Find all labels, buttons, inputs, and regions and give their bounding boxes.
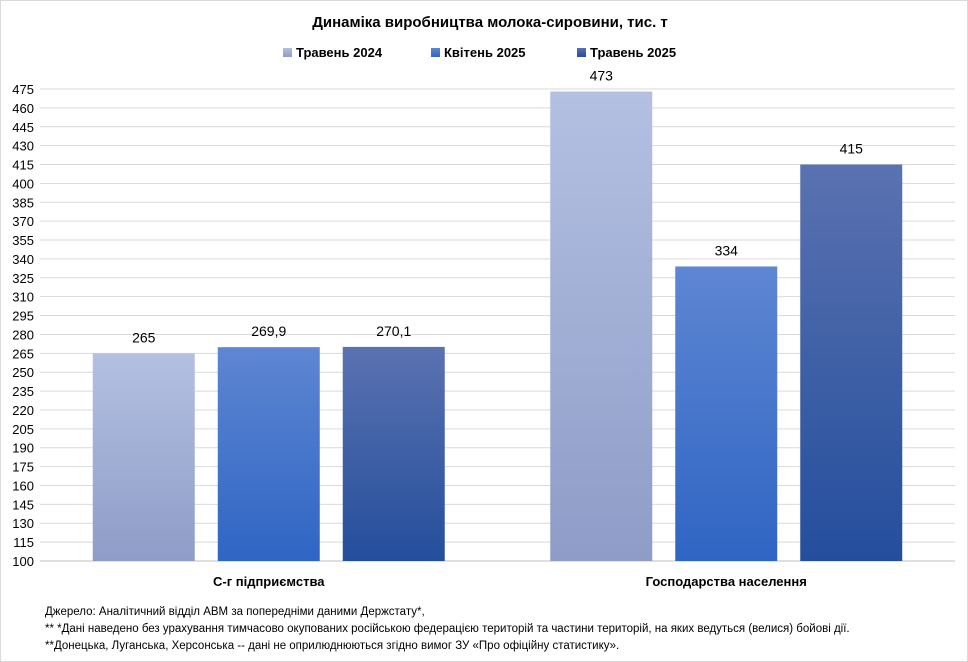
y-tick-label: 250	[12, 365, 34, 380]
y-tick-label: 145	[12, 497, 34, 512]
data-label: 473	[590, 68, 614, 84]
data-label: 415	[840, 141, 864, 157]
legend-label: Травень 2024	[296, 45, 383, 60]
data-label: 334	[715, 242, 739, 258]
y-tick-label: 190	[12, 441, 34, 456]
y-tick-label: 265	[12, 346, 34, 361]
y-tick-label: 460	[12, 101, 34, 116]
footnote-occupied: ** *Дані наведено без урахування тимчасо…	[45, 623, 850, 635]
y-tick-label: 130	[12, 516, 34, 531]
y-tick-label: 205	[12, 422, 34, 437]
legend-label: Травень 2025	[590, 45, 676, 60]
y-tick-label: 355	[12, 233, 34, 248]
legend-label: Квітень 2025	[444, 45, 526, 60]
bar	[675, 266, 778, 561]
y-tick-label: 175	[12, 460, 34, 475]
data-label: 265	[132, 329, 156, 345]
y-tick-label: 100	[12, 554, 34, 569]
bar	[342, 346, 445, 561]
category-label: Господарства населення	[646, 574, 807, 589]
y-tick-label: 400	[12, 176, 34, 191]
y-tick-label: 475	[12, 82, 34, 97]
y-tick-label: 295	[12, 309, 34, 324]
bar	[800, 164, 903, 561]
legend-swatch	[283, 48, 292, 57]
legend-swatch	[431, 48, 440, 57]
legend: Травень 2024 Квітень 2025 Травень 2025	[283, 45, 676, 60]
legend-swatch	[577, 48, 586, 57]
y-tick-label: 340	[12, 252, 34, 267]
y-tick-label: 385	[12, 195, 34, 210]
footnote-regions: **Донецька, Луганська, Херсонська -- дан…	[45, 640, 620, 652]
chart-title: Динаміка виробництва молока-сировини, ти…	[312, 14, 668, 31]
y-tick-label: 430	[12, 139, 34, 154]
data-label: 270,1	[376, 323, 411, 339]
footnote-source: Джерело: Аналітичний відділ АВМ за попер…	[45, 606, 425, 618]
footnotes: Джерело: Аналітичний відділ АВМ за попер…	[45, 604, 850, 655]
bar	[92, 353, 195, 561]
bar	[550, 91, 653, 561]
y-tick-label: 235	[12, 384, 34, 399]
data-label: 269,9	[251, 323, 286, 339]
x-axis: С-г підприємства Господарства населення	[213, 574, 807, 589]
y-tick-label: 280	[12, 327, 34, 342]
y-tick-label: 445	[12, 120, 34, 135]
y-tick-label: 325	[12, 271, 34, 286]
y-axis: 100 115 130 145 160 175 190 205 220 235 250 265 280 2…	[12, 82, 34, 569]
bars	[92, 91, 903, 561]
y-tick-label: 370	[12, 214, 34, 229]
bar	[217, 347, 320, 561]
data-labels: 265 269,9 270,1 473 334 415	[132, 68, 863, 346]
y-tick-label: 115	[13, 535, 34, 550]
y-tick-label: 160	[12, 478, 34, 493]
y-tick-label: 415	[12, 158, 34, 173]
category-label: С-г підприємства	[213, 574, 325, 589]
y-tick-label: 310	[12, 290, 34, 305]
y-tick-label: 220	[12, 403, 34, 418]
